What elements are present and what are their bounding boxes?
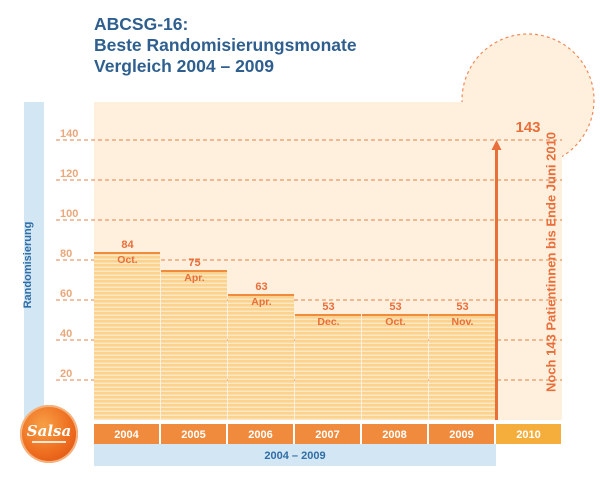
bar-value-label-2007: 53 <box>322 301 334 313</box>
year-cell-2007 <box>295 424 360 444</box>
bar-2004 <box>94 252 160 420</box>
x-tick-label-2005: 2005 <box>181 429 205 441</box>
annotation-value: 143 <box>515 119 540 136</box>
y-tick-label-100: 100 <box>60 208 78 220</box>
bar-top-edge-2007 <box>295 314 361 316</box>
logo-text: Salsa <box>26 422 72 440</box>
logo-underline <box>32 441 66 443</box>
x-tick-label-2006: 2006 <box>248 429 272 441</box>
year-cell-2009 <box>429 424 494 444</box>
title-line-2: Beste Randomisierungsmonate <box>94 35 357 55</box>
y-tick-label-40: 40 <box>60 328 72 340</box>
x-tick-label-2008: 2008 <box>382 429 406 441</box>
bar-top-edge-2004 <box>94 252 160 254</box>
bar-top-edge-2006 <box>228 294 294 296</box>
bar-top-edge-2008 <box>362 314 428 316</box>
bar-value-label-2005: 75 <box>188 257 200 269</box>
bar-month-label-2006: Apr. <box>251 296 272 308</box>
y-tick-label-80: 80 <box>60 248 72 260</box>
x-tick-label-2004: 2004 <box>114 429 139 441</box>
y-tick-label-60: 60 <box>60 288 72 300</box>
bar-top-edge-2009 <box>429 314 495 316</box>
x-axis-band <box>94 444 496 466</box>
x-tick-label-2007: 2007 <box>315 429 339 441</box>
y-axis-band <box>24 102 44 418</box>
y-tick-label-120: 120 <box>60 168 78 180</box>
title-line-3: Vergleich 2004 – 2009 <box>94 56 274 76</box>
bar-2008 <box>362 314 428 420</box>
bar-month-label-2008: Oct. <box>385 316 406 328</box>
year-cell-2010 <box>496 424 561 444</box>
bar-2005 <box>161 270 227 420</box>
year-cell-2006 <box>228 424 293 444</box>
annotation-arrow-head <box>491 140 502 150</box>
x-tick-label-2010: 2010 <box>516 429 540 441</box>
year-cell-2008 <box>362 424 427 444</box>
bar-top-edge-2005 <box>161 270 227 272</box>
salsa-logo: Salsa <box>20 405 78 463</box>
year-cell-2004 <box>94 424 159 444</box>
bar-month-label-2004: Oct. <box>117 254 138 266</box>
annotation-text: Noch 143 Patientinnen bis Ende Juni 2010 <box>543 131 559 393</box>
bar-value-label-2004: 84 <box>121 239 134 251</box>
title-line-1: ABCSG-16: <box>94 14 189 34</box>
bar-value-label-2008: 53 <box>389 301 401 313</box>
bar-value-label-2006: 63 <box>255 281 267 293</box>
bar-month-label-2009: Nov. <box>452 316 474 328</box>
bar-2007 <box>295 314 361 420</box>
x-tick-label-2009: 2009 <box>449 429 473 441</box>
y-axis-label: Randomisierung <box>22 221 34 309</box>
bar-2009 <box>429 314 495 420</box>
chart-title: ABCSG-16: Beste Randomisierungsmonate Ve… <box>94 14 357 77</box>
bar-value-label-2009: 53 <box>456 301 468 313</box>
bar-2006 <box>228 294 294 420</box>
y-tick-label-140: 140 <box>60 128 78 140</box>
year-cell-2005 <box>161 424 226 444</box>
x-axis-label: 2004 – 2009 <box>264 450 325 462</box>
y-tick-label-20: 20 <box>60 368 72 380</box>
bar-month-label-2005: Apr. <box>184 272 205 284</box>
bar-month-label-2007: Dec. <box>317 316 339 328</box>
